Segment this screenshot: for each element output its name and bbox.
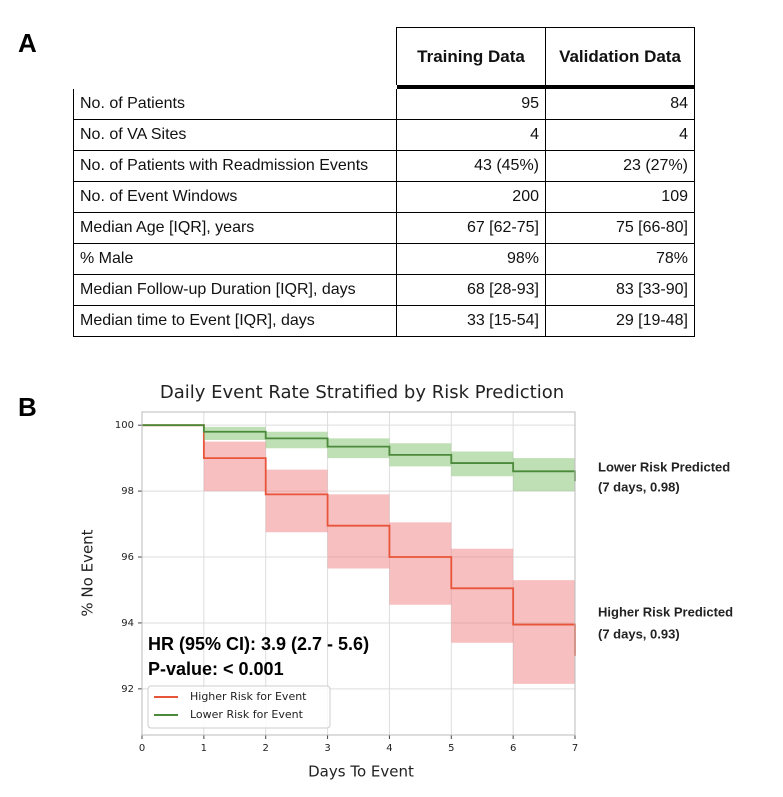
table-row: No. of Patients with Readmission Events 4… — [73, 150, 695, 182]
table-cell: No. of VA Sites — [73, 119, 397, 151]
table-cell: 95 — [396, 86, 546, 120]
table-cell: Median Follow-up Duration [IQR], days — [73, 274, 397, 306]
annotation: HR (95% CI): 3.9 (2.7 - 5.6) — [148, 634, 369, 654]
y-axis-label: % No Event — [79, 529, 97, 616]
series-end-label: Higher Risk Predicted — [598, 604, 733, 619]
table-cell: 29 [19-48] — [545, 305, 695, 337]
table-cell: 67 [62-75] — [396, 212, 546, 244]
table-cell: Median Age [IQR], years — [73, 212, 397, 244]
x-tick-label: 5 — [448, 743, 454, 754]
table-cell: 43 (45%) — [396, 150, 546, 182]
series-end-label: Lower Risk Predicted — [598, 459, 730, 474]
header-cell: Validation Data — [545, 27, 695, 89]
table-cell: 78% — [545, 243, 695, 275]
series-end-label: (7 days, 0.98) — [598, 479, 680, 494]
table-row: Median time to Event [IQR], days 33 [15-5… — [73, 305, 695, 337]
plot-frame — [141, 411, 576, 736]
legend-label: Lower Risk for Event — [190, 708, 304, 721]
y-tick-label: 96 — [121, 552, 134, 563]
legend-box — [147, 685, 331, 729]
legend-label: Higher Risk for Event — [190, 690, 307, 703]
y-tick-label: 94 — [121, 618, 134, 629]
confidence-band — [142, 425, 575, 492]
table-cell: 23 (27%) — [545, 150, 695, 182]
x-tick-label: 4 — [386, 743, 392, 754]
table-cell: 200 — [396, 181, 546, 213]
table-cell: No. of Event Windows — [73, 181, 397, 213]
header-cell: Training Data — [396, 27, 546, 89]
y-tick-label: 100 — [115, 420, 134, 431]
table-row: % Male 98% 78% — [73, 243, 695, 275]
x-tick-label: 7 — [572, 743, 578, 754]
annotation: P-value: < 0.001 — [148, 659, 284, 679]
x-tick-label: 2 — [263, 743, 269, 754]
series-end-label: (7 days, 0.93) — [598, 626, 680, 641]
x-tick-label: 3 — [324, 743, 330, 754]
table-cell: 83 [33-90] — [545, 274, 695, 306]
table-row: No. of Patients 95 84 — [73, 86, 695, 120]
table-row: Median Follow-up Duration [IQR], days 68 … — [73, 274, 695, 306]
table-cell: 68 [28-93] — [396, 274, 546, 306]
step-line — [142, 424, 576, 656]
y-tick-label: 92 — [121, 684, 134, 695]
x-axis-label: Days To Event — [308, 763, 414, 781]
panel-label: B — [18, 392, 37, 422]
table-cell: Median time to Event [IQR], days — [73, 305, 397, 337]
summary-table: Training Data Validation Data No. of Pat… — [73, 27, 695, 337]
confidence-band — [142, 425, 575, 684]
table-cell: 33 [15-54] — [396, 305, 546, 337]
step-line — [142, 424, 576, 482]
x-tick-label: 0 — [139, 743, 145, 754]
x-tick-label: 1 — [201, 743, 207, 754]
x-tick-label: 6 — [510, 743, 516, 754]
y-tick-label: 98 — [121, 486, 134, 497]
header-row: Training Data Validation Data — [74, 27, 695, 89]
table-row: Median Age [IQR], years 67 [62-75] 75 [66-… — [73, 212, 695, 244]
table-cell: 109 — [545, 181, 695, 213]
chart-title: Daily Event Rate Stratified by Risk Pred… — [160, 382, 564, 403]
panel-label: A — [18, 28, 37, 58]
table-cell: 84 — [545, 86, 695, 120]
table-row: No. of Event Windows 200 109 — [73, 181, 695, 213]
